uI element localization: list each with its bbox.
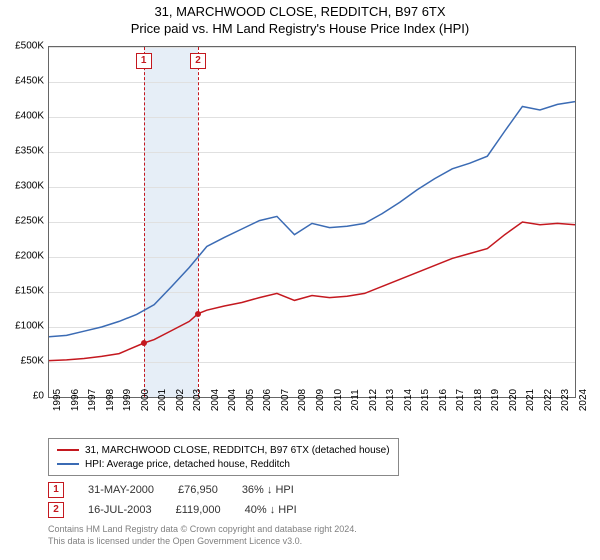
title-subtitle: Price paid vs. HM Land Registry's House … — [0, 21, 600, 36]
chart-container: 31, MARCHWOOD CLOSE, REDDITCH, B97 6TX P… — [0, 0, 600, 560]
ytick-label: £150K — [15, 286, 44, 297]
xtick-label: 1995 — [52, 389, 63, 411]
sale-point — [141, 340, 147, 346]
xtick-label: 2001 — [157, 389, 168, 411]
xtick-label: 2019 — [490, 389, 501, 411]
xtick-label: 2009 — [315, 389, 326, 411]
legend-swatch — [57, 449, 79, 451]
ytick-label: £400K — [15, 111, 44, 122]
xtick-label: 2020 — [508, 389, 519, 411]
sale-marker: 2 — [48, 502, 64, 518]
sale-marker-box: 1 — [136, 53, 152, 69]
xtick-label: 2024 — [578, 389, 589, 411]
xtick-label: 2015 — [420, 389, 431, 411]
xtick-label: 2016 — [438, 389, 449, 411]
xtick-label: 1996 — [70, 389, 81, 411]
legend-item: HPI: Average price, detached house, Redd… — [57, 457, 390, 471]
sale-row: 1 31-MAY-2000 £76,950 36% ↓ HPI — [48, 482, 294, 498]
xtick-label: 2006 — [262, 389, 273, 411]
footer-line: Contains HM Land Registry data © Crown c… — [48, 524, 357, 536]
sale-delta: 36% ↓ HPI — [242, 484, 294, 496]
xtick-label: 2007 — [280, 389, 291, 411]
ytick-label: £350K — [15, 146, 44, 157]
xtick-label: 1999 — [122, 389, 133, 411]
xtick-label: 2021 — [525, 389, 536, 411]
sale-price: £119,000 — [176, 504, 221, 516]
ytick-label: £300K — [15, 181, 44, 192]
xtick-label: 2014 — [403, 389, 414, 411]
xtick-label: 2008 — [297, 389, 308, 411]
ytick-label: £500K — [15, 41, 44, 52]
xtick-label: 2012 — [368, 389, 379, 411]
plot-area: 12 — [48, 46, 576, 398]
ytick-label: £100K — [15, 321, 44, 332]
sale-delta: 40% ↓ HPI — [245, 504, 297, 516]
title-address: 31, MARCHWOOD CLOSE, REDDITCH, B97 6TX — [0, 4, 600, 19]
xtick-label: 2017 — [455, 389, 466, 411]
sale-marker: 1 — [48, 482, 64, 498]
ytick-label: £250K — [15, 216, 44, 227]
legend: 31, MARCHWOOD CLOSE, REDDITCH, B97 6TX (… — [48, 438, 399, 476]
xtick-label: 1998 — [105, 389, 116, 411]
sale-date: 31-MAY-2000 — [88, 484, 154, 496]
xtick-label: 2023 — [560, 389, 571, 411]
xtick-label: 2000 — [140, 389, 151, 411]
xtick-label: 2004 — [210, 389, 221, 411]
xtick-label: 2010 — [333, 389, 344, 411]
ytick-label: £450K — [15, 76, 44, 87]
xtick-label: 2004 — [227, 389, 238, 411]
ytick-label: £200K — [15, 251, 44, 262]
xtick-label: 2005 — [245, 389, 256, 411]
xtick-label: 2003 — [192, 389, 203, 411]
series-line-property — [49, 222, 575, 361]
xtick-label: 2013 — [385, 389, 396, 411]
xtick-label: 2002 — [175, 389, 186, 411]
ytick-label: £50K — [21, 356, 44, 367]
sale-point — [195, 311, 201, 317]
xtick-label: 2022 — [543, 389, 554, 411]
legend-label: HPI: Average price, detached house, Redd… — [85, 459, 290, 470]
legend-swatch — [57, 463, 79, 465]
title-block: 31, MARCHWOOD CLOSE, REDDITCH, B97 6TX P… — [0, 0, 600, 36]
sale-row: 2 16-JUL-2003 £119,000 40% ↓ HPI — [48, 502, 297, 518]
footer-line: This data is licensed under the Open Gov… — [48, 536, 357, 548]
ytick-label: £0 — [33, 391, 44, 402]
xtick-label: 2011 — [350, 389, 361, 411]
legend-label: 31, MARCHWOOD CLOSE, REDDITCH, B97 6TX (… — [85, 445, 390, 456]
legend-item: 31, MARCHWOOD CLOSE, REDDITCH, B97 6TX (… — [57, 443, 390, 457]
xtick-label: 1997 — [87, 389, 98, 411]
sale-marker-box: 2 — [190, 53, 206, 69]
sale-price: £76,950 — [178, 484, 218, 496]
plot-svg — [49, 47, 575, 397]
footer: Contains HM Land Registry data © Crown c… — [48, 524, 357, 547]
sale-date: 16-JUL-2003 — [88, 504, 152, 516]
series-line-hpi — [49, 102, 575, 337]
xtick-label: 2018 — [473, 389, 484, 411]
